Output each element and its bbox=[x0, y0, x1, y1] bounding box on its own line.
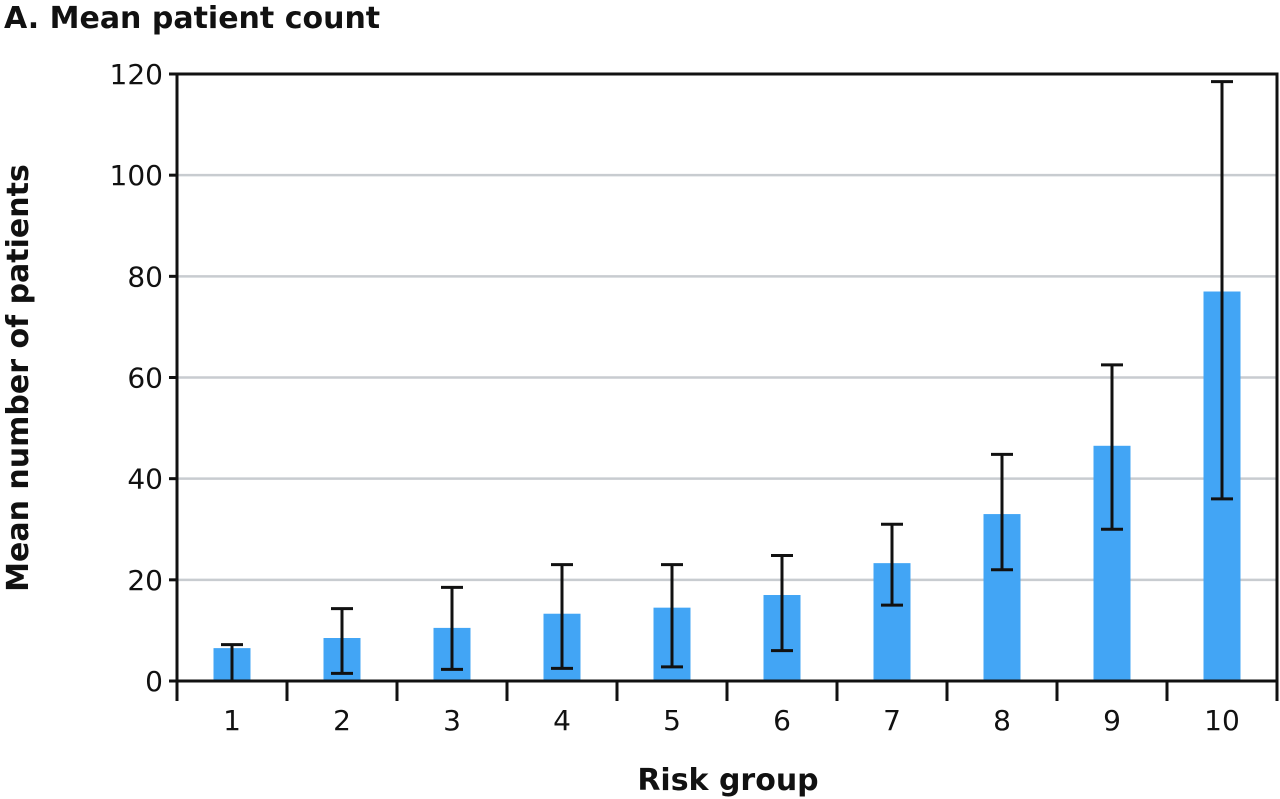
y-tick-label: 40 bbox=[127, 463, 163, 496]
x-tick-label: 1 bbox=[223, 704, 241, 737]
bars bbox=[213, 291, 1241, 681]
x-tick-label: 8 bbox=[993, 704, 1011, 737]
y-tick-labels: 0 20 40 60 80 100 120 bbox=[110, 58, 163, 698]
x-tick-labels: 1 2 3 4 5 6 7 8 9 10 bbox=[223, 704, 1240, 737]
x-tick-label: 6 bbox=[773, 704, 791, 737]
x-tick-label: 10 bbox=[1204, 704, 1240, 737]
plot-frame bbox=[175, 72, 1279, 681]
y-tick-label: 120 bbox=[110, 58, 163, 91]
x-tick-label: 4 bbox=[553, 704, 571, 737]
x-axis-label: Risk group bbox=[637, 763, 818, 798]
x-tick-label: 3 bbox=[443, 704, 461, 737]
x-tick-label: 7 bbox=[883, 704, 901, 737]
y-tick-label: 80 bbox=[127, 260, 163, 293]
y-tick-label: 0 bbox=[145, 665, 163, 698]
y-tick-label: 20 bbox=[127, 564, 163, 597]
x-tick-label: 9 bbox=[1103, 704, 1121, 737]
y-tick-label: 60 bbox=[127, 362, 163, 395]
x-tick-label: 5 bbox=[663, 704, 681, 737]
y-tick-label: 100 bbox=[110, 159, 163, 192]
chart-title: A. Mean patient count bbox=[4, 1, 380, 36]
error-bars bbox=[221, 80, 1233, 683]
axes bbox=[169, 72, 1279, 701]
x-tick-label: 2 bbox=[333, 704, 351, 737]
y-axis-label: Mean number of patients bbox=[1, 164, 36, 592]
